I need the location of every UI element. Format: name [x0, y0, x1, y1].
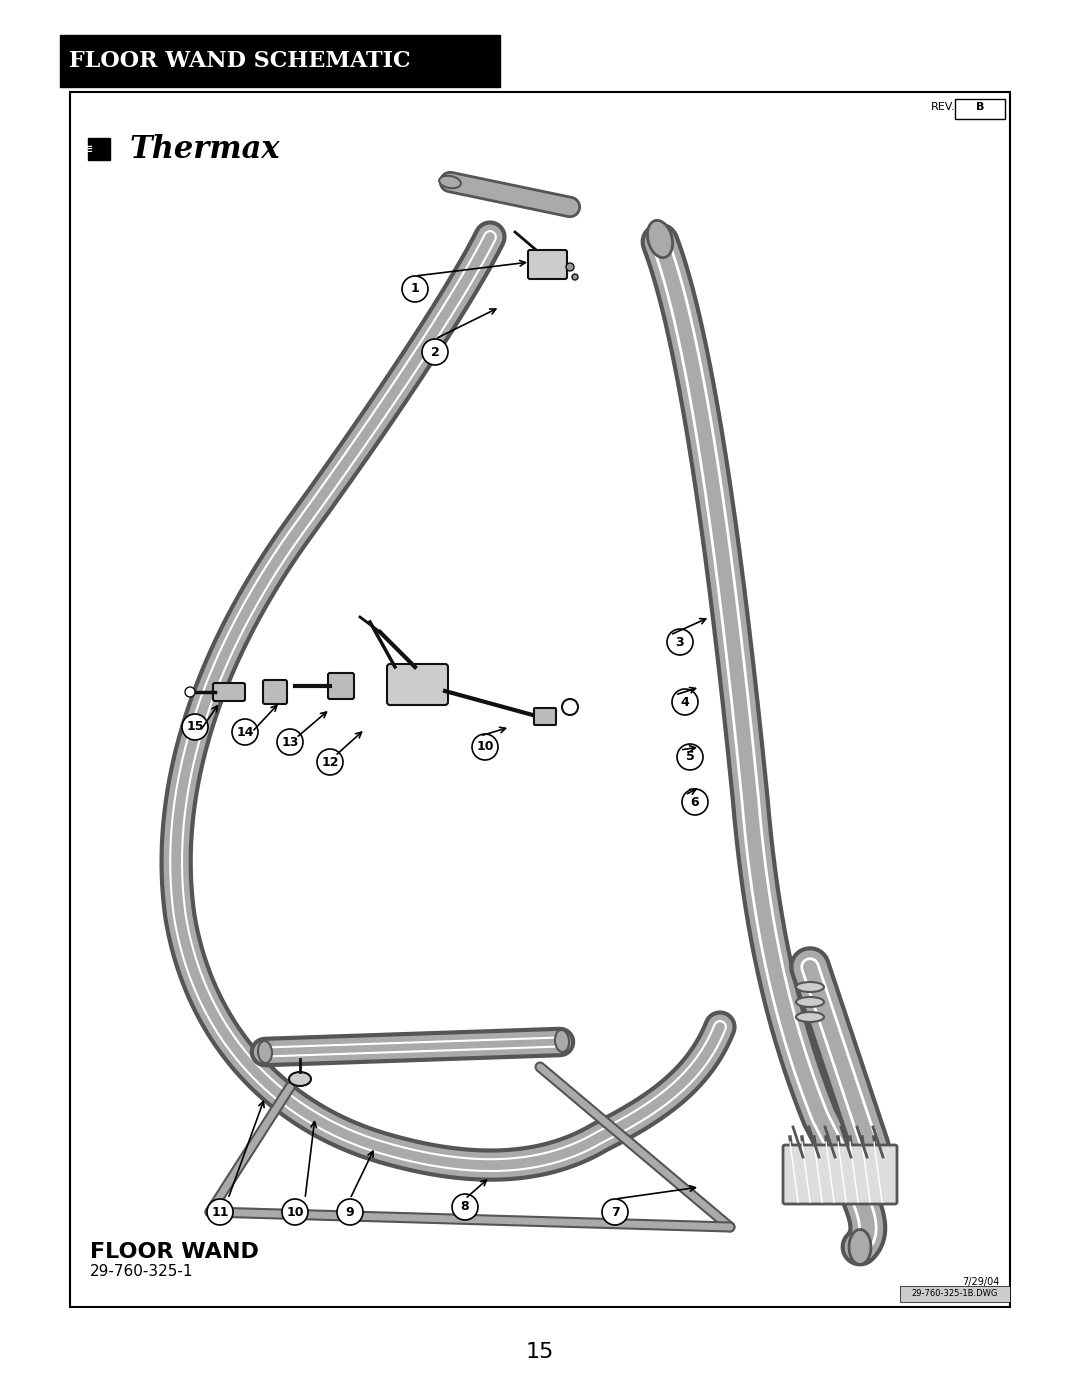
Text: 1: 1 [410, 282, 419, 296]
Text: 2: 2 [431, 345, 440, 359]
Text: 5: 5 [686, 750, 694, 764]
Bar [70, 92, 1010, 1308]
Ellipse shape [555, 1030, 569, 1052]
FancyBboxPatch shape [783, 1146, 897, 1204]
Circle shape [602, 1199, 627, 1225]
Text: 10: 10 [476, 740, 494, 753]
Bar [87, 138, 110, 161]
Text: 12: 12 [321, 756, 339, 768]
Text: Thermax: Thermax [130, 134, 281, 165]
Bar [900, 1287, 1010, 1302]
Text: 4: 4 [680, 696, 689, 708]
FancyBboxPatch shape [328, 673, 354, 698]
FancyBboxPatch shape [528, 250, 567, 279]
Circle shape [402, 277, 428, 302]
Ellipse shape [289, 1071, 311, 1085]
Text: 8: 8 [461, 1200, 470, 1214]
Text: 13: 13 [281, 735, 299, 749]
Text: 6: 6 [691, 795, 700, 809]
Circle shape [472, 733, 498, 760]
Text: 11: 11 [212, 1206, 229, 1218]
Text: REV.: REV. [930, 102, 955, 112]
Text: 7/29/04: 7/29/04 [962, 1277, 1000, 1287]
Text: 29-760-325-1: 29-760-325-1 [90, 1264, 193, 1280]
Circle shape [232, 719, 258, 745]
Ellipse shape [440, 176, 461, 189]
FancyBboxPatch shape [387, 664, 448, 705]
Circle shape [207, 1199, 233, 1225]
Circle shape [318, 749, 343, 775]
Ellipse shape [647, 221, 673, 257]
Bar [955, 99, 1005, 119]
Text: 29-760-325-1B.DWG: 29-760-325-1B.DWG [912, 1289, 998, 1298]
FancyBboxPatch shape [534, 708, 556, 725]
Text: FLOOR WAND SCHEMATIC: FLOOR WAND SCHEMATIC [69, 50, 410, 73]
Text: 15: 15 [526, 1343, 554, 1362]
Circle shape [672, 689, 698, 715]
Ellipse shape [796, 1011, 824, 1023]
Ellipse shape [796, 982, 824, 992]
Circle shape [422, 339, 448, 365]
Circle shape [276, 729, 303, 754]
Text: 15: 15 [186, 721, 204, 733]
Text: 14: 14 [237, 725, 254, 739]
Circle shape [185, 687, 195, 697]
Text: 7: 7 [610, 1206, 619, 1218]
Ellipse shape [796, 997, 824, 1007]
Text: 9: 9 [346, 1206, 354, 1218]
Circle shape [681, 789, 708, 814]
Text: 3: 3 [676, 636, 685, 648]
Circle shape [282, 1199, 308, 1225]
Circle shape [337, 1199, 363, 1225]
Circle shape [572, 274, 578, 279]
Circle shape [183, 714, 208, 740]
Bar [60, 35, 500, 87]
Ellipse shape [258, 1041, 272, 1063]
Circle shape [453, 1194, 478, 1220]
Circle shape [566, 263, 573, 271]
Text: FLOOR WAND: FLOOR WAND [90, 1242, 259, 1261]
Text: B: B [976, 102, 984, 112]
Circle shape [667, 629, 693, 655]
Circle shape [677, 745, 703, 770]
Text: 10: 10 [286, 1206, 303, 1218]
Ellipse shape [849, 1229, 870, 1264]
Text: ≡: ≡ [81, 142, 93, 156]
FancyBboxPatch shape [264, 680, 287, 704]
FancyBboxPatch shape [213, 683, 245, 701]
